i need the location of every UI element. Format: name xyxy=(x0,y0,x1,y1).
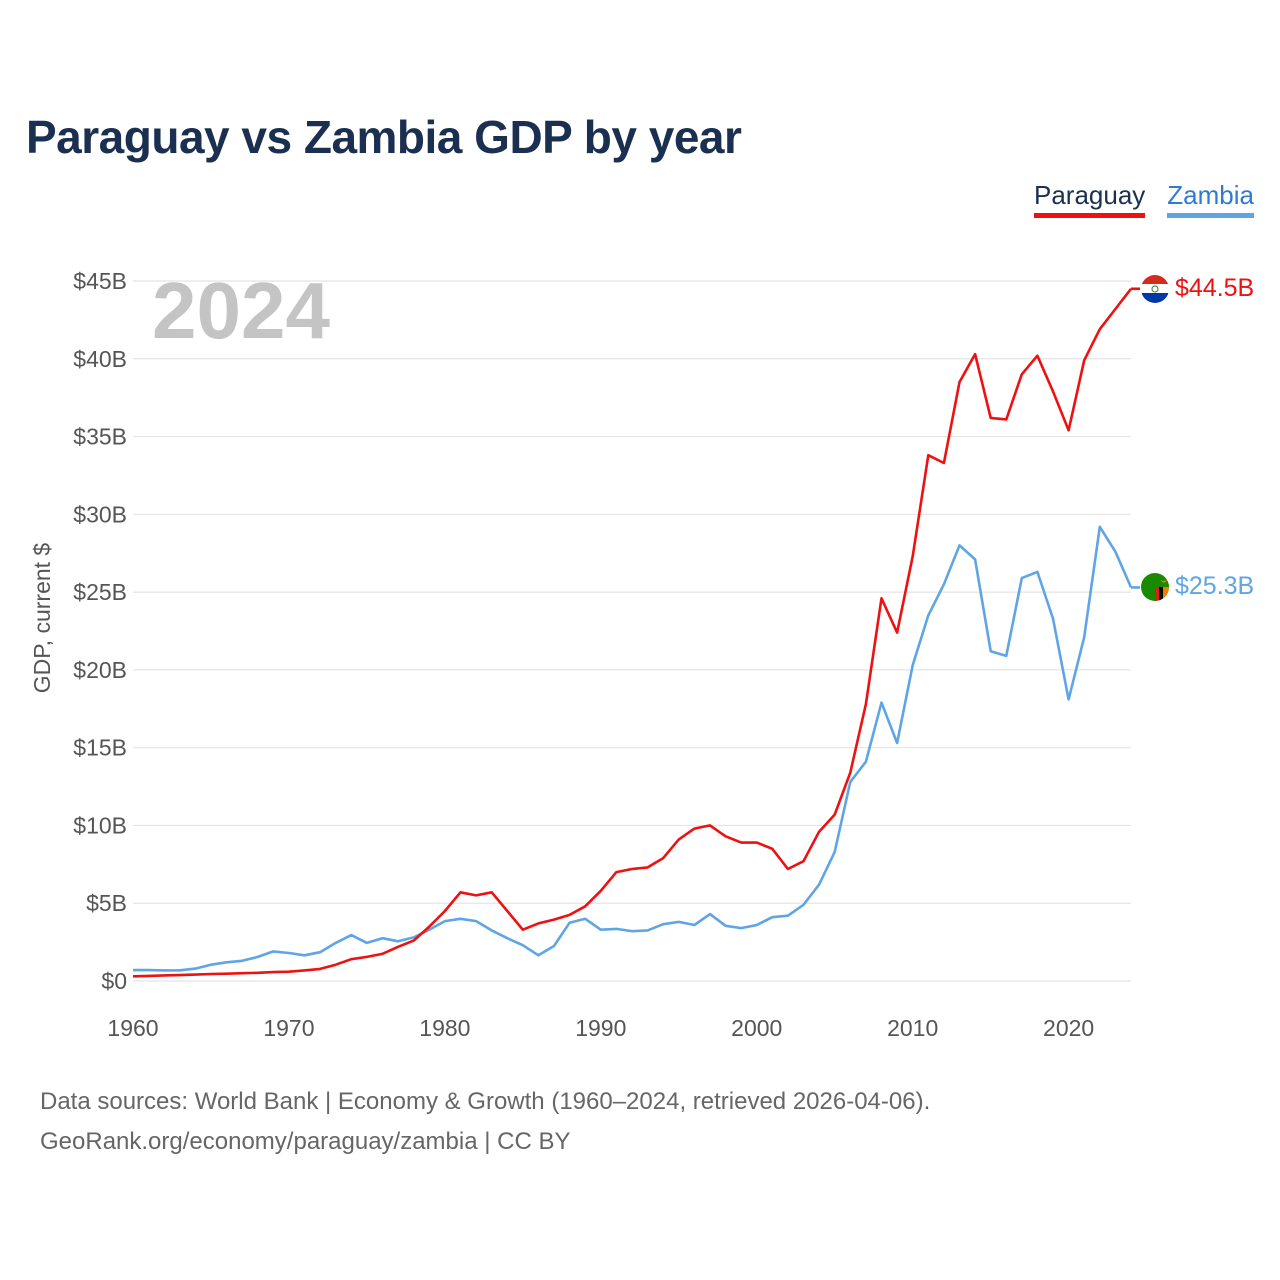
source-note: Data sources: World Bank | Economy & Gro… xyxy=(40,1082,930,1162)
year-label: 2024 xyxy=(152,266,330,355)
x-tick-label: 1990 xyxy=(575,1015,626,1041)
zambia-line[interactable] xyxy=(133,525,1133,972)
source-line-1: Data sources: World Bank | Economy & Gro… xyxy=(40,1088,931,1115)
x-tick-label: 1980 xyxy=(419,1015,470,1041)
y-tick-label: $45B xyxy=(73,268,127,294)
legend-paraguay[interactable]: Paraguay xyxy=(1033,180,1146,218)
grid-lines xyxy=(133,280,1131,982)
legend-zambia[interactable]: Zambia xyxy=(1167,180,1254,218)
y-tick-label: $10B xyxy=(73,812,127,838)
y-tick-label: $15B xyxy=(73,735,127,761)
x-tick-label: 2020 xyxy=(1043,1015,1094,1041)
chart-title: Paraguay vs Zambia GDP by year xyxy=(26,111,742,163)
zambia-end-label: $25.3B xyxy=(1175,572,1254,600)
y-tick-label: $0 xyxy=(101,968,127,994)
y-axis-label: GDP, current $ xyxy=(29,543,55,694)
y-tick-label: $30B xyxy=(73,501,127,527)
source-line-2[interactable]: GeoRank.org/economy/paraguay/zambia | CC… xyxy=(40,1128,571,1155)
y-axis: $0 $5B $10B $15B $20B $25B $30B $35B $40B $45B xyxy=(73,268,127,994)
series-lines xyxy=(132,287,1140,978)
y-tick-label: $20B xyxy=(73,657,127,683)
paraguay-line[interactable] xyxy=(132,288,1133,978)
y-tick-label: $35B xyxy=(73,424,127,450)
x-tick-label: 2010 xyxy=(887,1015,938,1041)
x-tick-label: 1960 xyxy=(107,1015,158,1041)
y-tick-label: $40B xyxy=(73,346,127,372)
legend: Paraguay Zambia xyxy=(1033,180,1254,218)
legend-zambia-label: Zambia xyxy=(1167,180,1254,210)
paraguay-end-label: $44.5B xyxy=(1175,274,1254,302)
y-tick-label: $5B xyxy=(86,890,127,916)
zambia-flag-icon xyxy=(1141,573,1169,601)
x-tick-label: 2000 xyxy=(731,1015,782,1041)
paraguay-flag-icon xyxy=(1141,275,1169,303)
x-axis: 1960 1970 1980 1990 2000 2010 2020 xyxy=(107,1015,1094,1041)
y-tick-label: $25B xyxy=(73,579,127,605)
x-tick-label: 1970 xyxy=(263,1015,314,1041)
